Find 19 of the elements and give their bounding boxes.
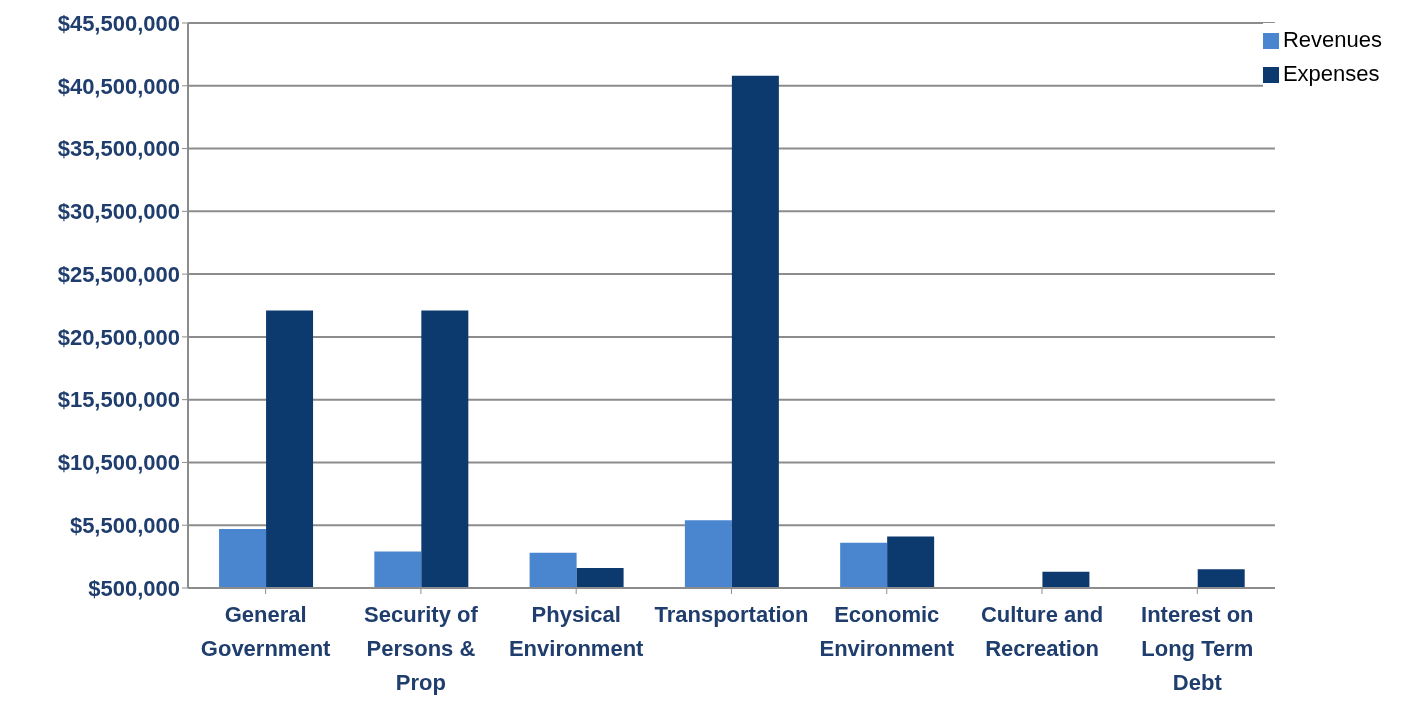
- y-tick-label: $10,500,000: [57, 450, 180, 476]
- y-tick-label: $20,500,000: [57, 324, 180, 350]
- x-tick-label: Interest on Long Term Debt: [1141, 602, 1254, 695]
- y-tick-label: $35,500,000: [57, 136, 180, 162]
- legend-label: Expenses: [1282, 61, 1380, 86]
- x-tick-label: Economic Environment: [819, 602, 955, 661]
- y-tick-label: $25,500,000: [57, 261, 180, 287]
- x-tick-label: Transportation: [654, 602, 809, 627]
- y-tick-label: $30,500,000: [57, 199, 180, 225]
- legend-label: Revenues: [1282, 27, 1382, 52]
- y-tick-label: $15,500,000: [57, 387, 180, 413]
- y-tick-label: $5,500,000: [69, 513, 180, 539]
- y-tick-label: $40,500,000: [57, 73, 180, 99]
- x-tick-label: General Government: [200, 602, 332, 661]
- x-tick-label: Culture and Recreation: [980, 602, 1104, 661]
- y-tick-label: $500,000: [88, 575, 180, 601]
- x-tick-label: Security of Persons & Prop: [364, 602, 479, 695]
- y-tick-label: $45,500,000: [57, 10, 180, 36]
- x-tick-label: Physical Environment: [508, 602, 645, 661]
